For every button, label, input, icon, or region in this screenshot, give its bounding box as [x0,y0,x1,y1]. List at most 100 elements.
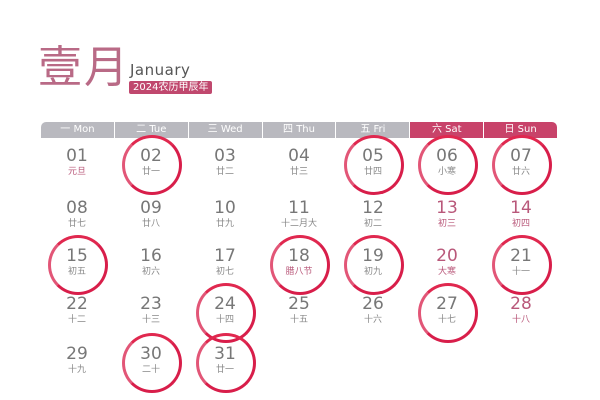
weekday-header-cell: 日 Sun [484,122,558,138]
day-cell[interactable]: 27 十七 [410,283,484,343]
lunar-date: 十七 [437,315,456,325]
day-number: 03 [214,146,236,166]
lunar-date: 廿三 [289,167,308,177]
day-number: 08 [66,198,88,218]
lunar-date: 廿七 [67,219,86,229]
lunar-date: 廿一 [141,167,160,177]
day-number: 10 [214,198,236,218]
day-number: 07 [510,146,532,166]
weekday-header-cell: 二 Tue [114,122,188,138]
lunar-date: 十六 [363,315,382,325]
day-number: 04 [288,146,310,166]
day-cell[interactable]: 24 十四 [188,283,262,343]
lunar-date: 十三 [141,315,160,325]
day-cell[interactable]: 25 十五 [262,288,336,336]
day-number: 18 [288,246,310,266]
day-number: 30 [140,344,162,364]
lunar-date: 廿六 [511,167,530,177]
lunar-date: 十九 [67,365,86,375]
lunar-date: 十五 [289,315,308,325]
day-cell[interactable]: 28 十八 [484,288,558,336]
day-cell[interactable]: 30 二十 [114,333,188,393]
day-cell[interactable]: 11 十二月大 [262,192,336,240]
lunar-date: 初六 [141,267,160,277]
day-number: 13 [436,198,458,218]
day-cell[interactable]: 18 腊八节 [262,235,336,295]
lunar-date: 大寒 [437,267,456,277]
day-cell[interactable]: 29 十九 [40,338,114,386]
lunar-year-badge: 2024农历甲辰年 [129,81,213,94]
day-cell[interactable]: 13 初三 [410,192,484,240]
lunar-date: 初三 [437,219,456,229]
day-number: 15 [66,246,88,266]
weekday-header-cell: 四 Thu [262,122,336,138]
weekday-header: 一 Mon 二 Tue 三 Wed 四 Thu 五 Fri 六 Sat 日 Sun [41,122,558,138]
lunar-date: 十二月大 [280,219,317,229]
day-cell[interactable]: 10 廿九 [188,192,262,240]
weekday-header-cell: 三 Wed [188,122,262,138]
day-cell[interactable]: 22 十二 [40,288,114,336]
day-cell[interactable]: 01 元旦 [40,140,114,188]
day-number: 06 [436,146,458,166]
lunar-date: 十四 [215,315,234,325]
day-cell[interactable]: 04 廿三 [262,140,336,188]
weekday-header-cell: 六 Sat [410,122,484,138]
day-number: 24 [214,294,236,314]
day-cell[interactable]: 03 廿二 [188,140,262,188]
day-cell[interactable]: 12 初二 [336,192,410,240]
day-number: 11 [288,198,310,218]
lunar-date: 小寒 [437,167,456,177]
day-number: 27 [436,294,458,314]
day-number: 05 [362,146,384,166]
day-cell[interactable]: 19 初九 [336,235,410,295]
day-cell[interactable]: 26 十六 [336,288,410,336]
day-cell[interactable]: 05 廿四 [336,135,410,195]
lunar-date: 初四 [511,219,530,229]
lunar-date: 廿二 [215,167,234,177]
day-cell[interactable]: 16 初六 [114,240,188,288]
day-cell[interactable]: 20 大寒 [410,240,484,288]
day-number: 09 [140,198,162,218]
day-cell[interactable]: 15 初五 [40,235,114,295]
lunar-date: 腊八节 [285,267,313,277]
lunar-date: 初五 [67,267,86,277]
day-number: 17 [214,246,236,266]
lunar-date: 初九 [363,267,382,277]
day-number: 29 [66,344,88,364]
day-number: 20 [436,246,458,266]
day-cell[interactable]: 23 十三 [114,288,188,336]
day-number: 19 [362,246,384,266]
day-cell[interactable]: 07 廿六 [484,135,558,195]
month-title-english: January [130,61,191,79]
month-title-chinese: 壹月 [38,42,130,93]
lunar-date: 廿一 [215,365,234,375]
day-cell[interactable]: 02 廿一 [114,135,188,195]
lunar-date: 廿四 [363,167,382,177]
day-number: 31 [214,344,236,364]
day-number: 23 [140,294,162,314]
day-number: 22 [66,294,88,314]
day-number: 01 [66,146,88,166]
lunar-date: 二十 [141,365,160,375]
day-cell[interactable]: 31 廿一 [188,333,262,393]
day-number: 21 [510,246,532,266]
day-number: 02 [140,146,162,166]
lunar-date: 初二 [363,219,382,229]
day-cell[interactable]: 21 十一 [484,235,558,295]
day-cell[interactable]: 06 小寒 [410,135,484,195]
day-number: 12 [362,198,384,218]
lunar-date: 十一 [511,267,530,277]
day-cell[interactable]: 17 初七 [188,240,262,288]
day-number: 28 [510,294,532,314]
weekday-header-cell: 五 Fri [336,122,410,138]
weekday-header-cell: 一 Mon [41,122,114,138]
lunar-date: 十八 [511,315,530,325]
day-number: 26 [362,294,384,314]
lunar-date: 元旦 [67,167,86,177]
day-cell[interactable]: 08 廿七 [40,192,114,240]
lunar-date: 十二 [67,315,86,325]
day-cell[interactable]: 14 初四 [484,192,558,240]
day-number: 14 [510,198,532,218]
day-cell[interactable]: 09 廿八 [114,192,188,240]
lunar-date: 廿八 [141,219,160,229]
